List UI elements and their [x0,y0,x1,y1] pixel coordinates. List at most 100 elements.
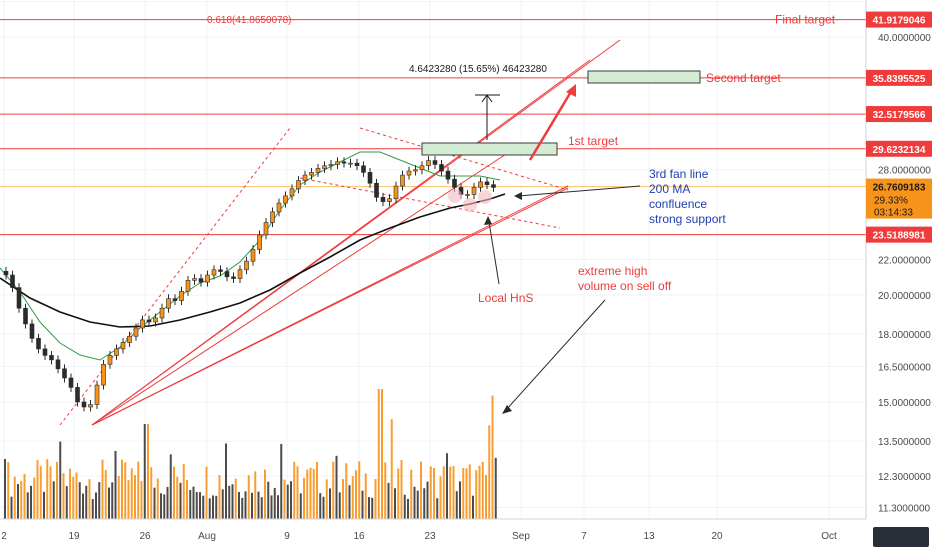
candle-body [250,249,256,262]
volume-bar [325,479,328,519]
volume-bar [267,481,270,519]
candle-body [140,319,145,329]
current-price-label: 26.7609183 [873,183,926,194]
measure-label: 4.6423280 (15.65%) 46423280 [409,64,547,75]
volume-bar [403,494,406,519]
y-tick-label: 12.3000000 [878,472,931,483]
y-axis-bg [866,0,932,550]
volume-bar [225,443,227,519]
volume-bar [381,389,383,519]
volume-bar [283,479,286,519]
drawing-layer [0,19,866,426]
candle-body [400,174,405,187]
candle-body [120,342,126,350]
volume-bar [481,461,484,519]
volume-bar [46,459,49,519]
candle-body [62,368,67,379]
candle-body [270,211,275,223]
candle-body [3,271,9,276]
volume-bar [468,464,471,519]
candle-body [127,335,132,343]
volume-bar [88,479,91,519]
volume-bar [436,498,439,519]
volume-bar [462,468,465,519]
volume-bar [221,489,224,519]
x-tick-label: 23 [424,531,436,542]
fan-line [91,144,521,426]
y-tick-label: 28.0000000 [878,166,931,177]
candle-body [361,165,366,173]
volume-bar [26,492,29,519]
volume-bar [387,482,390,519]
volume-bar [56,461,58,519]
volume-bar [166,486,169,519]
volume-bar [241,497,244,519]
volume-bar [23,473,26,519]
candle-body [94,384,100,405]
support-arrow [517,185,641,197]
volume-bar [475,470,478,519]
candle-body [10,274,15,288]
hns-marker [448,189,462,203]
volume-bar [293,461,296,519]
candle-body [257,234,262,250]
volume-bar [108,487,110,519]
candle-body [55,359,61,370]
volume-bar [199,492,201,519]
level-label-box [866,226,932,243]
y-tick-label: 13.5000000 [878,437,931,448]
x-tick-label: Aug [198,531,216,542]
level-label: 32.5179566 [873,110,926,121]
volume-bar [59,441,62,519]
volume-bar [251,492,253,519]
candle-body [192,278,197,281]
candle-body [419,165,425,171]
channel-dashed-line [359,127,569,191]
volume-bar [264,469,266,519]
level-note: Second target [706,71,781,85]
x-tick-label: 2 [1,531,7,542]
volume-bar [43,491,45,519]
candle-body [237,269,243,279]
volume-bar [280,443,283,519]
volume-bar [329,488,331,519]
volume-bar [332,461,335,519]
candle-body [231,276,236,279]
candle-body [335,161,340,165]
volume-bar [82,493,84,519]
level-note: 1st target [568,134,619,148]
candle-body [432,160,438,165]
volume-bar [176,476,179,519]
candle-body [315,168,321,173]
candle-body [185,280,191,292]
volume-bar [478,465,481,519]
level-label: 29.6232134 [873,145,926,156]
moving-average-layer [0,151,506,361]
volume-bar [127,480,130,519]
volume-bar [134,475,136,519]
candle-body [29,323,35,339]
volume-bar [17,484,19,519]
volume-bar [173,466,175,519]
volume-bar [322,496,325,519]
y-tick-label: 16.5000000 [878,363,931,374]
volume-bar [4,459,6,519]
volume-bar [72,476,75,519]
volume-bar [455,491,458,519]
candle-body [328,164,334,167]
volume-bar [423,488,426,519]
candle-body [484,181,490,185]
volume-bar [208,498,211,519]
volume-bar [465,468,468,519]
candle-body [146,319,152,323]
candle-body [367,172,373,184]
x-tick-label: 16 [353,531,365,542]
y-tick-label: 20.0000000 [878,291,931,302]
volume-bar [95,492,97,519]
volume-bar [335,455,338,519]
volume-arrow [505,299,606,411]
candle-body [445,170,451,180]
volume-bar [117,475,120,519]
volume-bar [485,474,487,519]
